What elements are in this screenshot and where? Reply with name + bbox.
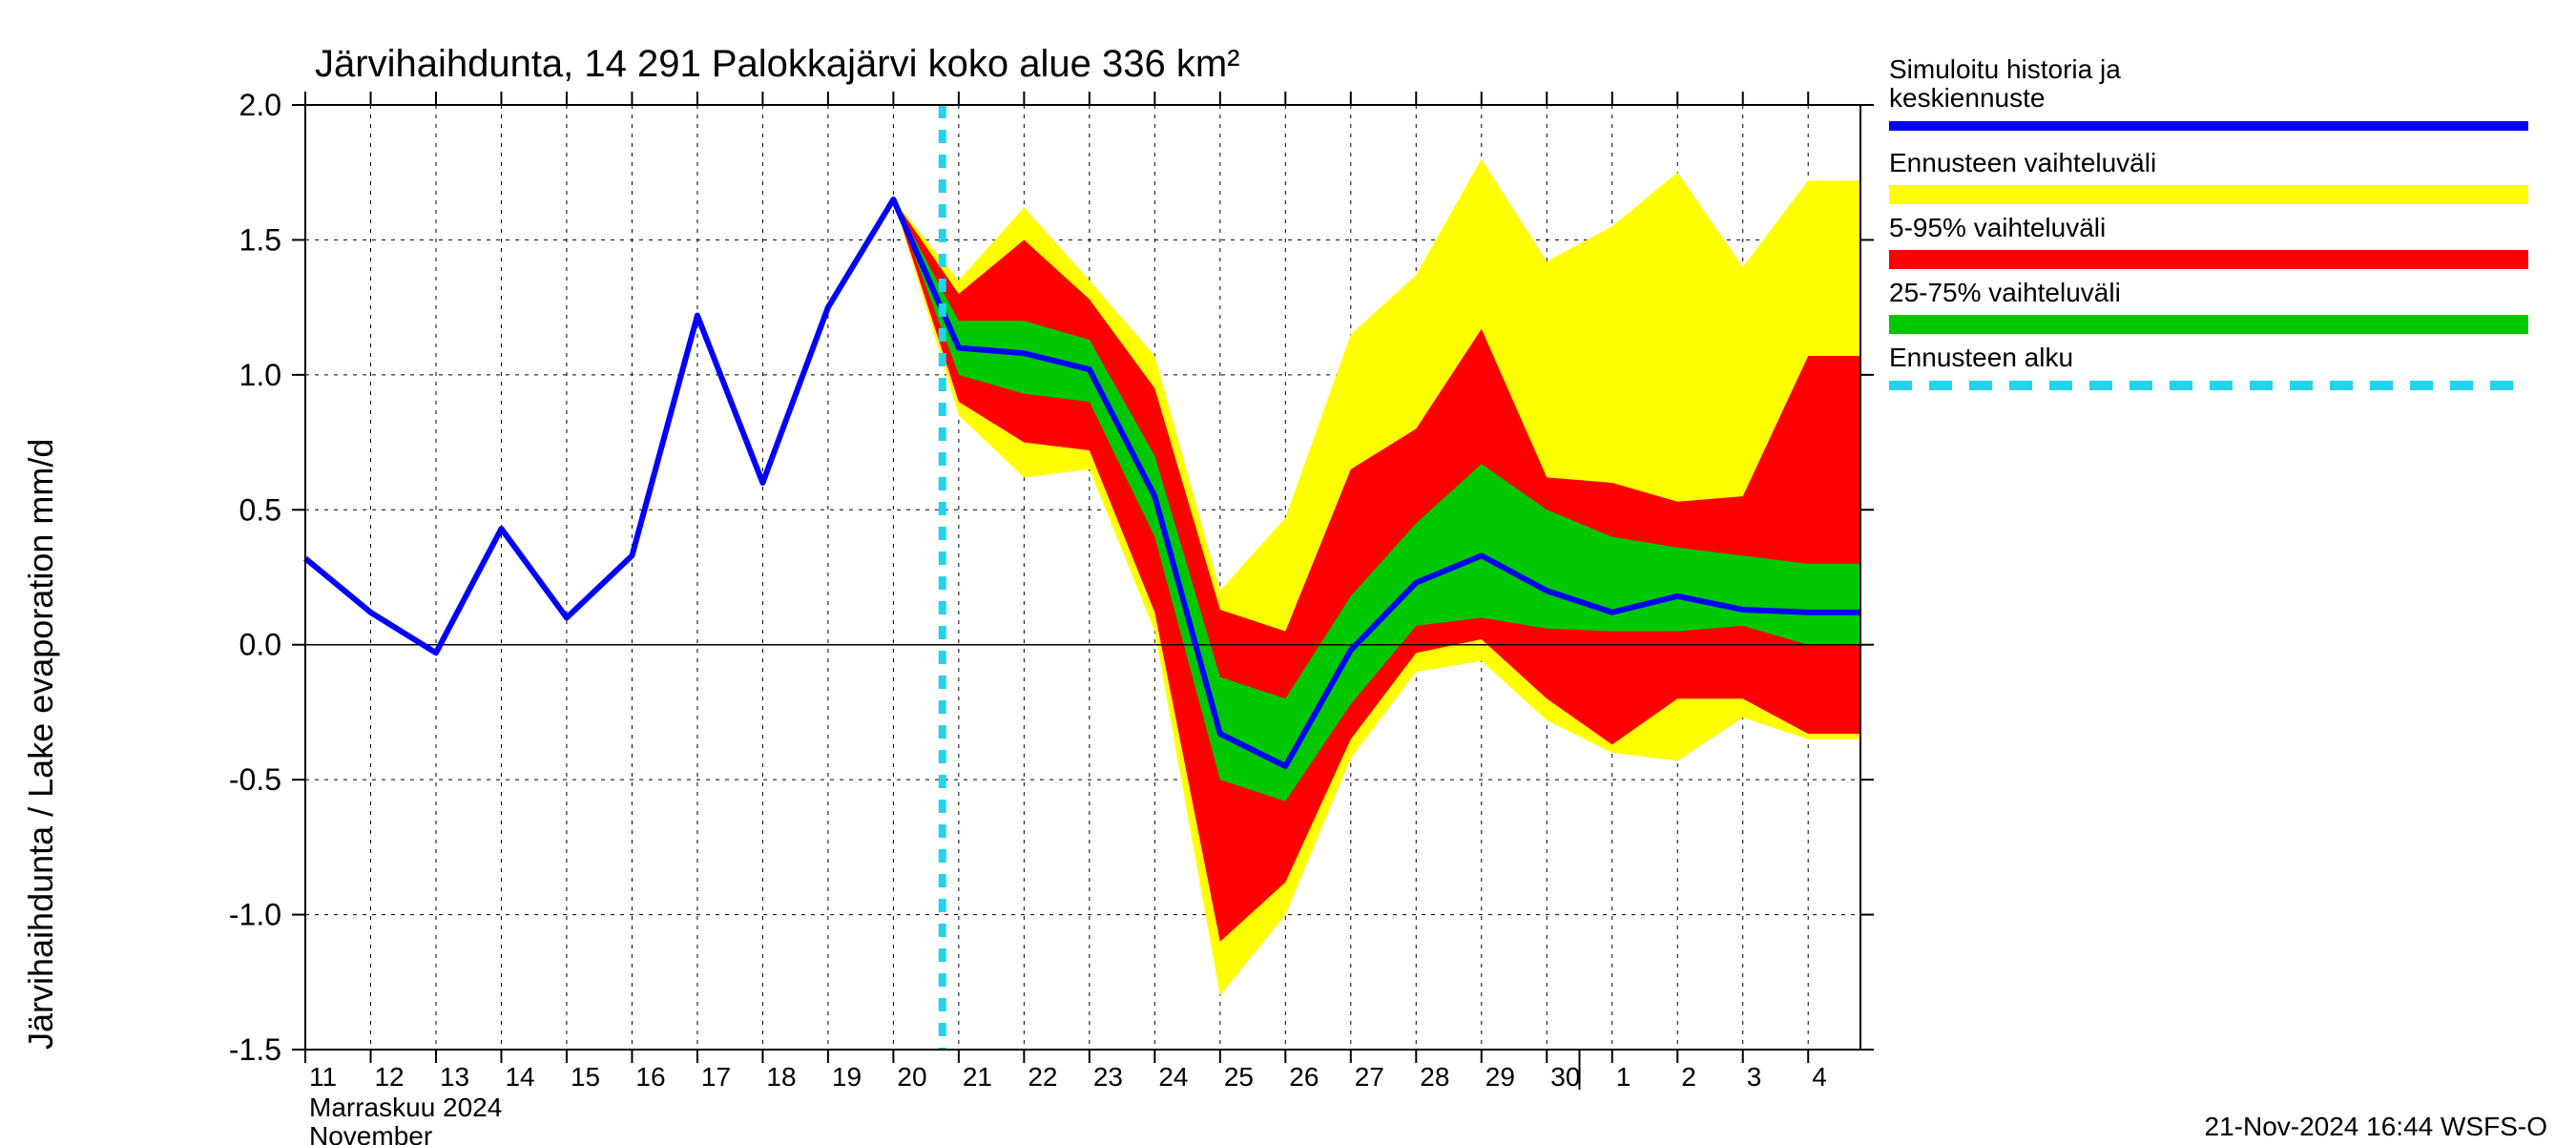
y-axis-label: Järvihaihdunta / Lake evaporation mm/d (21, 439, 60, 1050)
x-tick-label: 11 (309, 1062, 337, 1092)
legend-label: 25-75% vaihteluväli (1889, 278, 2121, 307)
x-tick-label: 24 (1158, 1062, 1188, 1092)
x-tick-label: 1 (1616, 1062, 1631, 1092)
x-tick-label: 29 (1485, 1062, 1515, 1092)
legend-label: Simuloitu historia ja (1889, 54, 2121, 84)
x-tick-label: 15 (571, 1062, 600, 1092)
evaporation-chart: -1.5-1.0-0.50.00.51.01.52.0 111213141516… (0, 0, 2576, 1145)
y-tick-label: -1.0 (229, 898, 281, 932)
timestamp-footer: 21-Nov-2024 16:44 WSFS-O (2205, 1112, 2548, 1141)
legend-label: 5-95% vaihteluväli (1889, 213, 2106, 242)
x-tick-label: 22 (1028, 1062, 1057, 1092)
x-tick-label: 25 (1224, 1062, 1254, 1092)
y-tick-label: 2.0 (239, 88, 281, 122)
legend-label: Ennusteen alku (1889, 343, 2073, 372)
legend-label: Ennusteen vaihteluväli (1889, 148, 2156, 177)
month-label-fi: Marraskuu 2024 (309, 1093, 502, 1122)
x-tick-label: 28 (1420, 1062, 1449, 1092)
x-tick-label: 12 (374, 1062, 404, 1092)
y-tick-label: 1.5 (239, 222, 281, 257)
x-tick-label: 4 (1812, 1062, 1827, 1092)
x-tick-label: 26 (1289, 1062, 1319, 1092)
x-tick-label: 16 (635, 1062, 665, 1092)
x-tick-label: 21 (963, 1062, 992, 1092)
y-tick-label: -0.5 (229, 762, 281, 797)
x-tick-label: 30 (1550, 1062, 1580, 1092)
x-tick-label: 19 (832, 1062, 862, 1092)
x-tick-label: 13 (440, 1062, 469, 1092)
y-tick-label: 1.0 (239, 358, 281, 392)
x-tick-label: 27 (1355, 1062, 1384, 1092)
y-tick-labels: -1.5 -1.0 -0.5 0.0 0.5 1.0 1.5 2.0 (229, 88, 281, 1067)
y-tick-label: -1.5 (229, 1032, 281, 1067)
chart-title: Järvihaihdunta, 14 291 Palokkajärvi koko… (315, 43, 1239, 85)
y-tick-label: 0.5 (239, 492, 281, 527)
x-tick-label: 20 (897, 1062, 926, 1092)
x-tick-label: 2 (1681, 1062, 1696, 1092)
x-tick-label: 3 (1747, 1062, 1762, 1092)
x-tick-label: 23 (1093, 1062, 1123, 1092)
x-tick-labels: 1112131415161718192021222324252627282930… (309, 1062, 1827, 1092)
x-tick-label: 14 (505, 1062, 534, 1092)
legend: Simuloitu historia jakeskiennuste Ennuste… (1889, 54, 2528, 385)
month-label-en: November (309, 1121, 432, 1145)
legend-label: keskiennuste (1889, 83, 2045, 113)
y-tick-label: 0.0 (239, 628, 281, 662)
x-tick-label: 17 (701, 1062, 731, 1092)
x-tick-label: 18 (766, 1062, 796, 1092)
